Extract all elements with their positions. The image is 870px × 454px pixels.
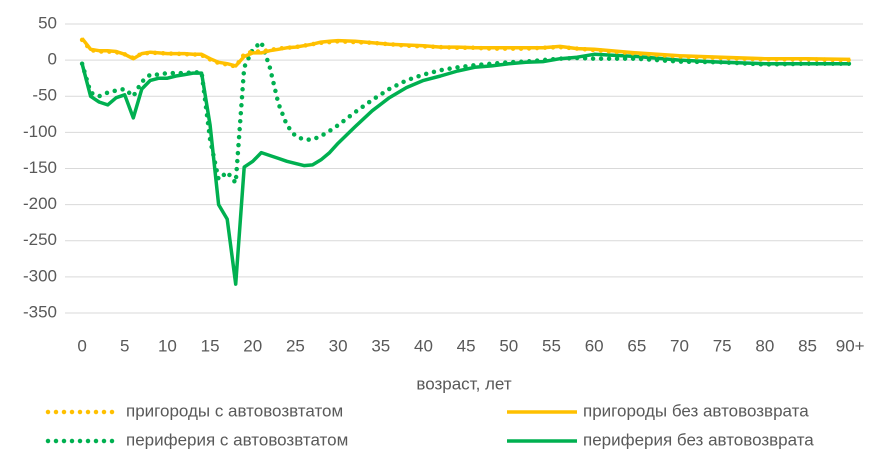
x-tick-label: 20 xyxy=(243,336,262,355)
x-tick-label: 45 xyxy=(457,336,476,355)
y-tick-label: -150 xyxy=(23,158,57,177)
x-tick-label: 35 xyxy=(371,336,390,355)
legend-label: периферия без автовозврата xyxy=(583,430,814,449)
y-tick-label: 50 xyxy=(38,13,57,32)
legend-label: пригороды без автовозврата xyxy=(583,401,809,420)
y-tick-label: -350 xyxy=(23,302,57,321)
line xyxy=(80,37,851,68)
x-tick-label: 55 xyxy=(542,336,561,355)
legend-label: периферия с автовозвтатом xyxy=(126,430,348,449)
x-tick-label: 60 xyxy=(585,336,604,355)
x-tick-label: 75 xyxy=(713,336,732,355)
x-tick-label: 65 xyxy=(627,336,646,355)
x-tick-label: 90+ xyxy=(836,336,865,355)
x-axis-label: возраст, лет xyxy=(416,374,511,393)
x-tick-label: 80 xyxy=(755,336,774,355)
x-tick-label: 70 xyxy=(670,336,689,355)
x-tick-label: 0 xyxy=(77,336,86,355)
x-tick-label: 15 xyxy=(201,336,220,355)
legend-label: пригороды с автовозвтатом xyxy=(126,401,343,420)
y-tick-label: -50 xyxy=(32,86,57,105)
y-tick-label: -300 xyxy=(23,266,57,285)
x-tick-label: 10 xyxy=(158,336,177,355)
y-tick-label: -100 xyxy=(23,122,57,141)
y-tick-label: -250 xyxy=(23,230,57,249)
x-tick-label: 30 xyxy=(329,336,348,355)
y-tick-label: -200 xyxy=(23,194,57,213)
x-tick-label: 5 xyxy=(120,336,129,355)
x-tick-label: 25 xyxy=(286,336,305,355)
x-tick-label: 50 xyxy=(499,336,518,355)
x-tick-label: 85 xyxy=(798,336,817,355)
y-tick-label: 0 xyxy=(48,50,57,69)
x-tick-label: 40 xyxy=(414,336,433,355)
line xyxy=(80,52,851,286)
